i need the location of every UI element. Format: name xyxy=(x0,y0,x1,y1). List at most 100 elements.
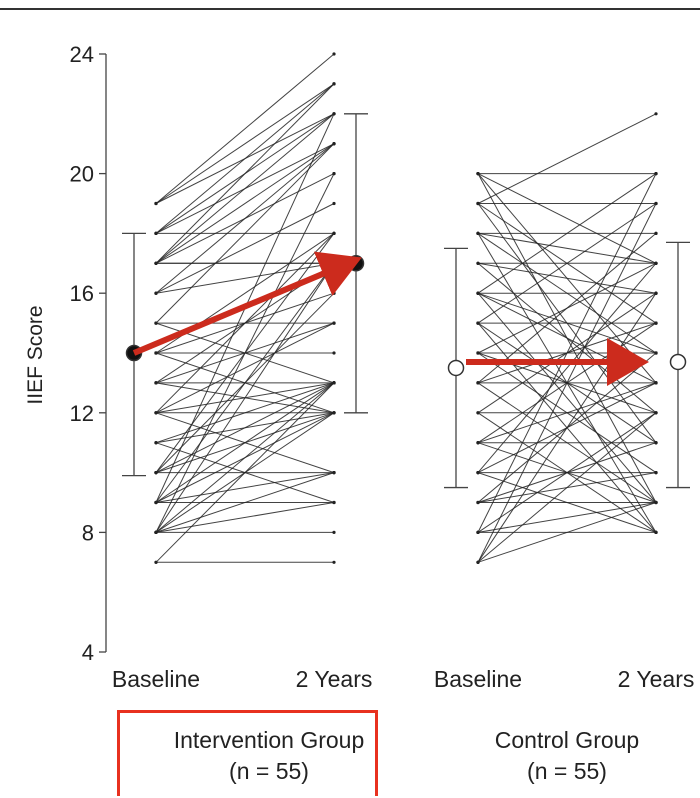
subject-point xyxy=(332,52,336,56)
mean-marker xyxy=(347,255,365,272)
subject-line xyxy=(155,143,335,264)
subject-point xyxy=(332,351,336,355)
subject-point xyxy=(332,411,336,415)
subject-point xyxy=(332,560,336,564)
subject-point xyxy=(476,201,480,206)
subject-point xyxy=(654,411,658,415)
subject-point xyxy=(654,471,658,475)
subject-point xyxy=(476,441,480,445)
subject-line xyxy=(477,262,657,294)
subject-point xyxy=(654,231,658,235)
subject-point xyxy=(332,530,336,535)
subject-point xyxy=(154,381,158,385)
subject-line xyxy=(477,292,657,503)
subject-line xyxy=(155,233,335,473)
x-tick-label: Baseline xyxy=(112,666,200,692)
subject-line xyxy=(155,472,335,533)
subject-line xyxy=(477,173,657,264)
subject-point xyxy=(154,471,158,475)
subject-point xyxy=(476,261,480,265)
subject-point xyxy=(332,231,336,235)
subject-point xyxy=(332,82,336,86)
subject-line xyxy=(477,382,657,444)
subject-point xyxy=(332,112,336,116)
subject-point xyxy=(332,321,336,325)
intervention-group-name: Intervention Group xyxy=(173,727,365,753)
subject-line xyxy=(477,113,657,204)
y-tick-label: 24 xyxy=(70,42,94,67)
subject-point xyxy=(654,381,658,385)
subject-point xyxy=(654,530,658,535)
subject-point xyxy=(654,112,658,116)
subject-point xyxy=(154,201,158,206)
subject-line xyxy=(155,143,335,324)
subject-line xyxy=(155,502,335,533)
control-group-label: Control Group (n = 55) xyxy=(417,725,700,787)
subject-point xyxy=(476,351,480,355)
subject-point xyxy=(332,471,336,475)
subject-line xyxy=(155,83,335,264)
subject-line xyxy=(155,113,335,264)
subject-point xyxy=(332,172,336,176)
mean-marker xyxy=(447,359,465,377)
y-axis: 4 8 12 16 20 24 xyxy=(70,42,107,665)
subject-point xyxy=(654,201,658,206)
subject-point xyxy=(654,321,658,325)
subject-point xyxy=(476,560,480,564)
subject-line xyxy=(155,382,335,563)
subject-line xyxy=(155,472,335,503)
subject-point xyxy=(654,291,658,295)
subject-line xyxy=(155,262,335,294)
y-axis-label: IIEF Score xyxy=(24,305,47,404)
subject-point xyxy=(476,172,480,176)
control-group-name: Control Group xyxy=(494,727,640,753)
subject-line xyxy=(155,143,335,294)
subject-line xyxy=(477,412,657,533)
intervention-mean-arrow xyxy=(132,251,362,356)
subject-point xyxy=(476,530,480,535)
subject-point xyxy=(654,500,658,505)
subject-point xyxy=(154,231,158,235)
subject-point xyxy=(476,500,480,505)
subject-point xyxy=(154,500,158,505)
y-tick-label: 20 xyxy=(70,162,94,187)
subject-line xyxy=(155,203,335,294)
x-tick-label: Baseline xyxy=(434,666,522,692)
summary-stats xyxy=(122,113,690,489)
subject-line xyxy=(477,502,657,563)
subject-point xyxy=(154,530,158,535)
x-tick-label: 2 Years xyxy=(296,666,373,692)
subject-point xyxy=(154,411,158,415)
intervention-group-label: Intervention Group (n = 55) xyxy=(119,725,419,787)
subject-point xyxy=(476,411,480,415)
x-axis: Baseline 2 Years Baseline 2 Years xyxy=(112,666,694,692)
subject-line xyxy=(477,232,657,264)
subject-point xyxy=(654,261,658,265)
subject-point xyxy=(654,172,658,176)
subject-line xyxy=(155,233,335,414)
subject-line xyxy=(477,292,657,563)
subject-point xyxy=(154,291,158,295)
subject-line xyxy=(477,472,657,503)
intervention-highlight-box xyxy=(117,710,378,796)
subject-point xyxy=(476,381,480,385)
y-tick-label: 16 xyxy=(70,281,94,306)
subject-point xyxy=(654,441,658,445)
mean-arrows xyxy=(132,251,649,386)
y-tick-label: 12 xyxy=(70,401,94,426)
subject-line xyxy=(155,53,335,204)
subject-point xyxy=(476,321,480,325)
subject-line xyxy=(155,83,335,204)
subject-line xyxy=(155,352,335,414)
subject-line xyxy=(155,382,335,533)
subject-line xyxy=(155,322,335,414)
subject-point xyxy=(332,142,336,146)
subject-point xyxy=(154,441,158,445)
subject-point xyxy=(476,291,480,295)
paired-lines xyxy=(154,52,658,564)
intervention-group-n: (n = 55) xyxy=(229,758,309,784)
y-tick-label: 4 xyxy=(82,640,94,665)
subject-point xyxy=(332,201,336,206)
subject-point xyxy=(154,321,158,325)
